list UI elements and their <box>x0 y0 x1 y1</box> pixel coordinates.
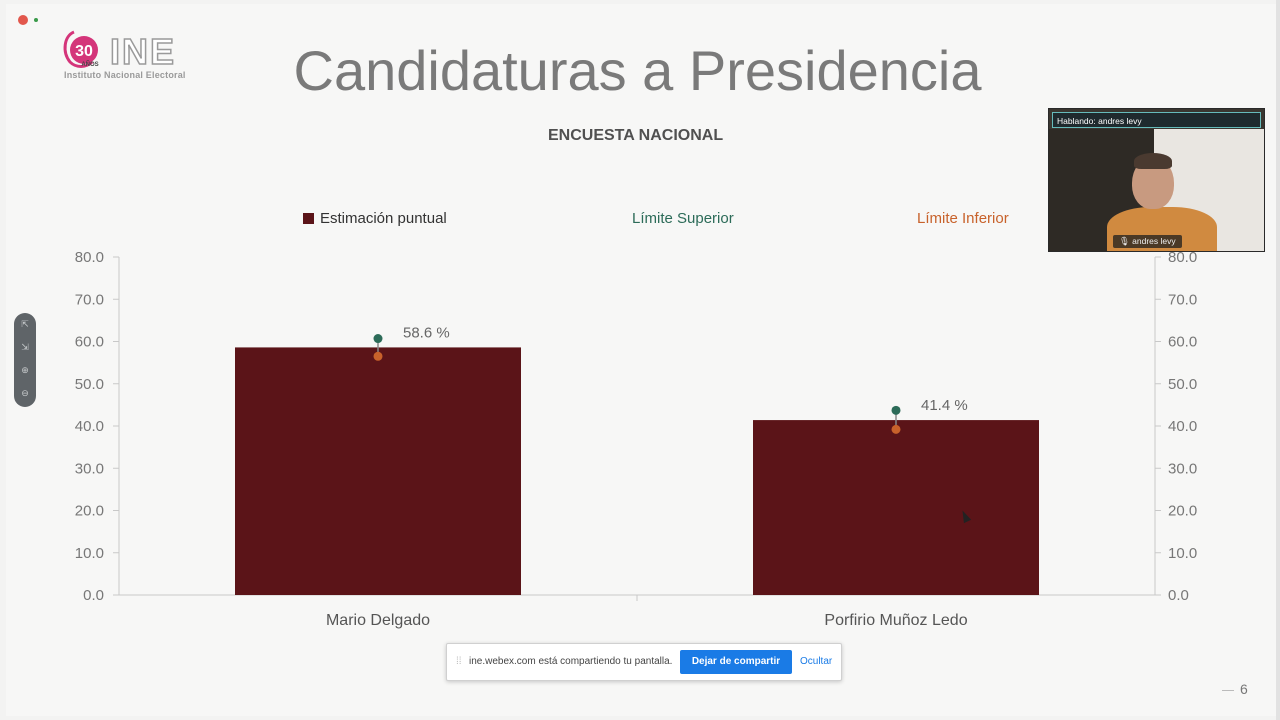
y-tick-label-right: 60.0 <box>1168 334 1197 351</box>
video-panel[interactable]: Hablando: andres levy 🎙 andres levy <box>1048 108 1265 252</box>
y-tick-label-right: 80.0 <box>1168 249 1197 266</box>
fit-page-icon[interactable]: ⇱ <box>21 319 29 329</box>
data-label-1: 41.4 % <box>921 397 968 414</box>
legend-label: Límite Inferior <box>917 210 1009 227</box>
stop-sharing-button[interactable]: Dejar de compartir <box>680 650 792 674</box>
logo-badge-icon <box>70 36 98 64</box>
share-message: ine.webex.com está compartiendo tu panta… <box>469 656 673 667</box>
zoom-controls: ⇱ ⇲ ⊕ ⊖ <box>14 313 36 407</box>
y-tick-label-right: 40.0 <box>1168 418 1197 435</box>
chart-title: ENCUESTA NACIONAL <box>548 127 724 144</box>
y-tick-label-left: 30.0 <box>75 460 104 477</box>
logo-badge-number: 30 <box>75 43 93 60</box>
zoom-out-icon[interactable]: ⊖ <box>21 388 29 398</box>
y-tick-label-right: 0.0 <box>1168 587 1189 604</box>
participant-name: 🎙 andres levy <box>1113 235 1182 248</box>
lower-limit-point-1 <box>891 424 901 434</box>
y-tick-label-right: 70.0 <box>1168 291 1197 308</box>
page-divider <box>1222 690 1234 691</box>
logo-wordmark: INE <box>110 31 176 72</box>
y-tick-label-left: 0.0 <box>83 587 104 604</box>
y-tick-label-right: 20.0 <box>1168 503 1197 520</box>
microphone-icon: 🎙 <box>1119 236 1130 246</box>
x-tick-label-0: Mario Delgado <box>326 612 430 629</box>
y-tick-label-left: 40.0 <box>75 418 104 435</box>
screen-share-bar: ⁞⁞ ine.webex.com está compartiendo tu pa… <box>446 643 842 681</box>
upper-limit-point-1 <box>891 405 901 415</box>
fit-width-icon[interactable]: ⇲ <box>21 342 29 352</box>
lower-limit-point-0 <box>373 351 383 361</box>
y-tick-label-right: 10.0 <box>1168 545 1197 562</box>
logo-badge-text: AÑOS <box>81 61 98 68</box>
y-tick-label-left: 60.0 <box>75 334 104 351</box>
ine-logo: 30 AÑOS INE <box>63 30 176 73</box>
status-dot-icon <box>34 18 38 22</box>
upper-limit-point-0 <box>373 334 383 344</box>
recording-indicator-icon <box>18 15 28 25</box>
drag-handle-icon[interactable]: ⁞⁞ <box>456 656 462 667</box>
window-edge <box>1276 0 1280 720</box>
logo-swirl-icon <box>63 30 94 68</box>
legend-item-limite-inferior: Límite Inferior <box>917 210 1009 227</box>
page-title: Candidaturas a Presidencia <box>293 39 982 102</box>
y-tick-label-right: 30.0 <box>1168 460 1197 477</box>
speaking-label: Hablando: andres levy <box>1052 112 1261 128</box>
participant-hair <box>1134 153 1172 169</box>
legend-swatch-icon <box>303 213 314 224</box>
bar-0 <box>235 347 521 595</box>
page-number: 6 <box>1240 681 1248 697</box>
hide-link[interactable]: Ocultar <box>800 656 833 667</box>
legend-label: Límite Superior <box>632 210 734 227</box>
data-label-0: 58.6 % <box>403 324 450 341</box>
y-tick-label-left: 80.0 <box>75 249 104 266</box>
legend-item-estimacion: Estimación puntual <box>303 210 447 227</box>
logo-institution: Instituto Nacional Electoral <box>64 70 186 80</box>
legend-label: Estimación puntual <box>320 210 447 227</box>
legend-item-limite-superior: Límite Superior <box>632 210 734 227</box>
y-tick-label-right: 50.0 <box>1168 376 1197 393</box>
y-tick-label-left: 20.0 <box>75 503 104 520</box>
y-tick-label-left: 70.0 <box>75 291 104 308</box>
bar-1 <box>753 420 1039 595</box>
y-tick-label-left: 50.0 <box>75 376 104 393</box>
zoom-in-icon[interactable]: ⊕ <box>21 365 29 375</box>
y-tick-label-left: 10.0 <box>75 545 104 562</box>
x-tick-label-1: Porfirio Muñoz Ledo <box>824 612 967 629</box>
